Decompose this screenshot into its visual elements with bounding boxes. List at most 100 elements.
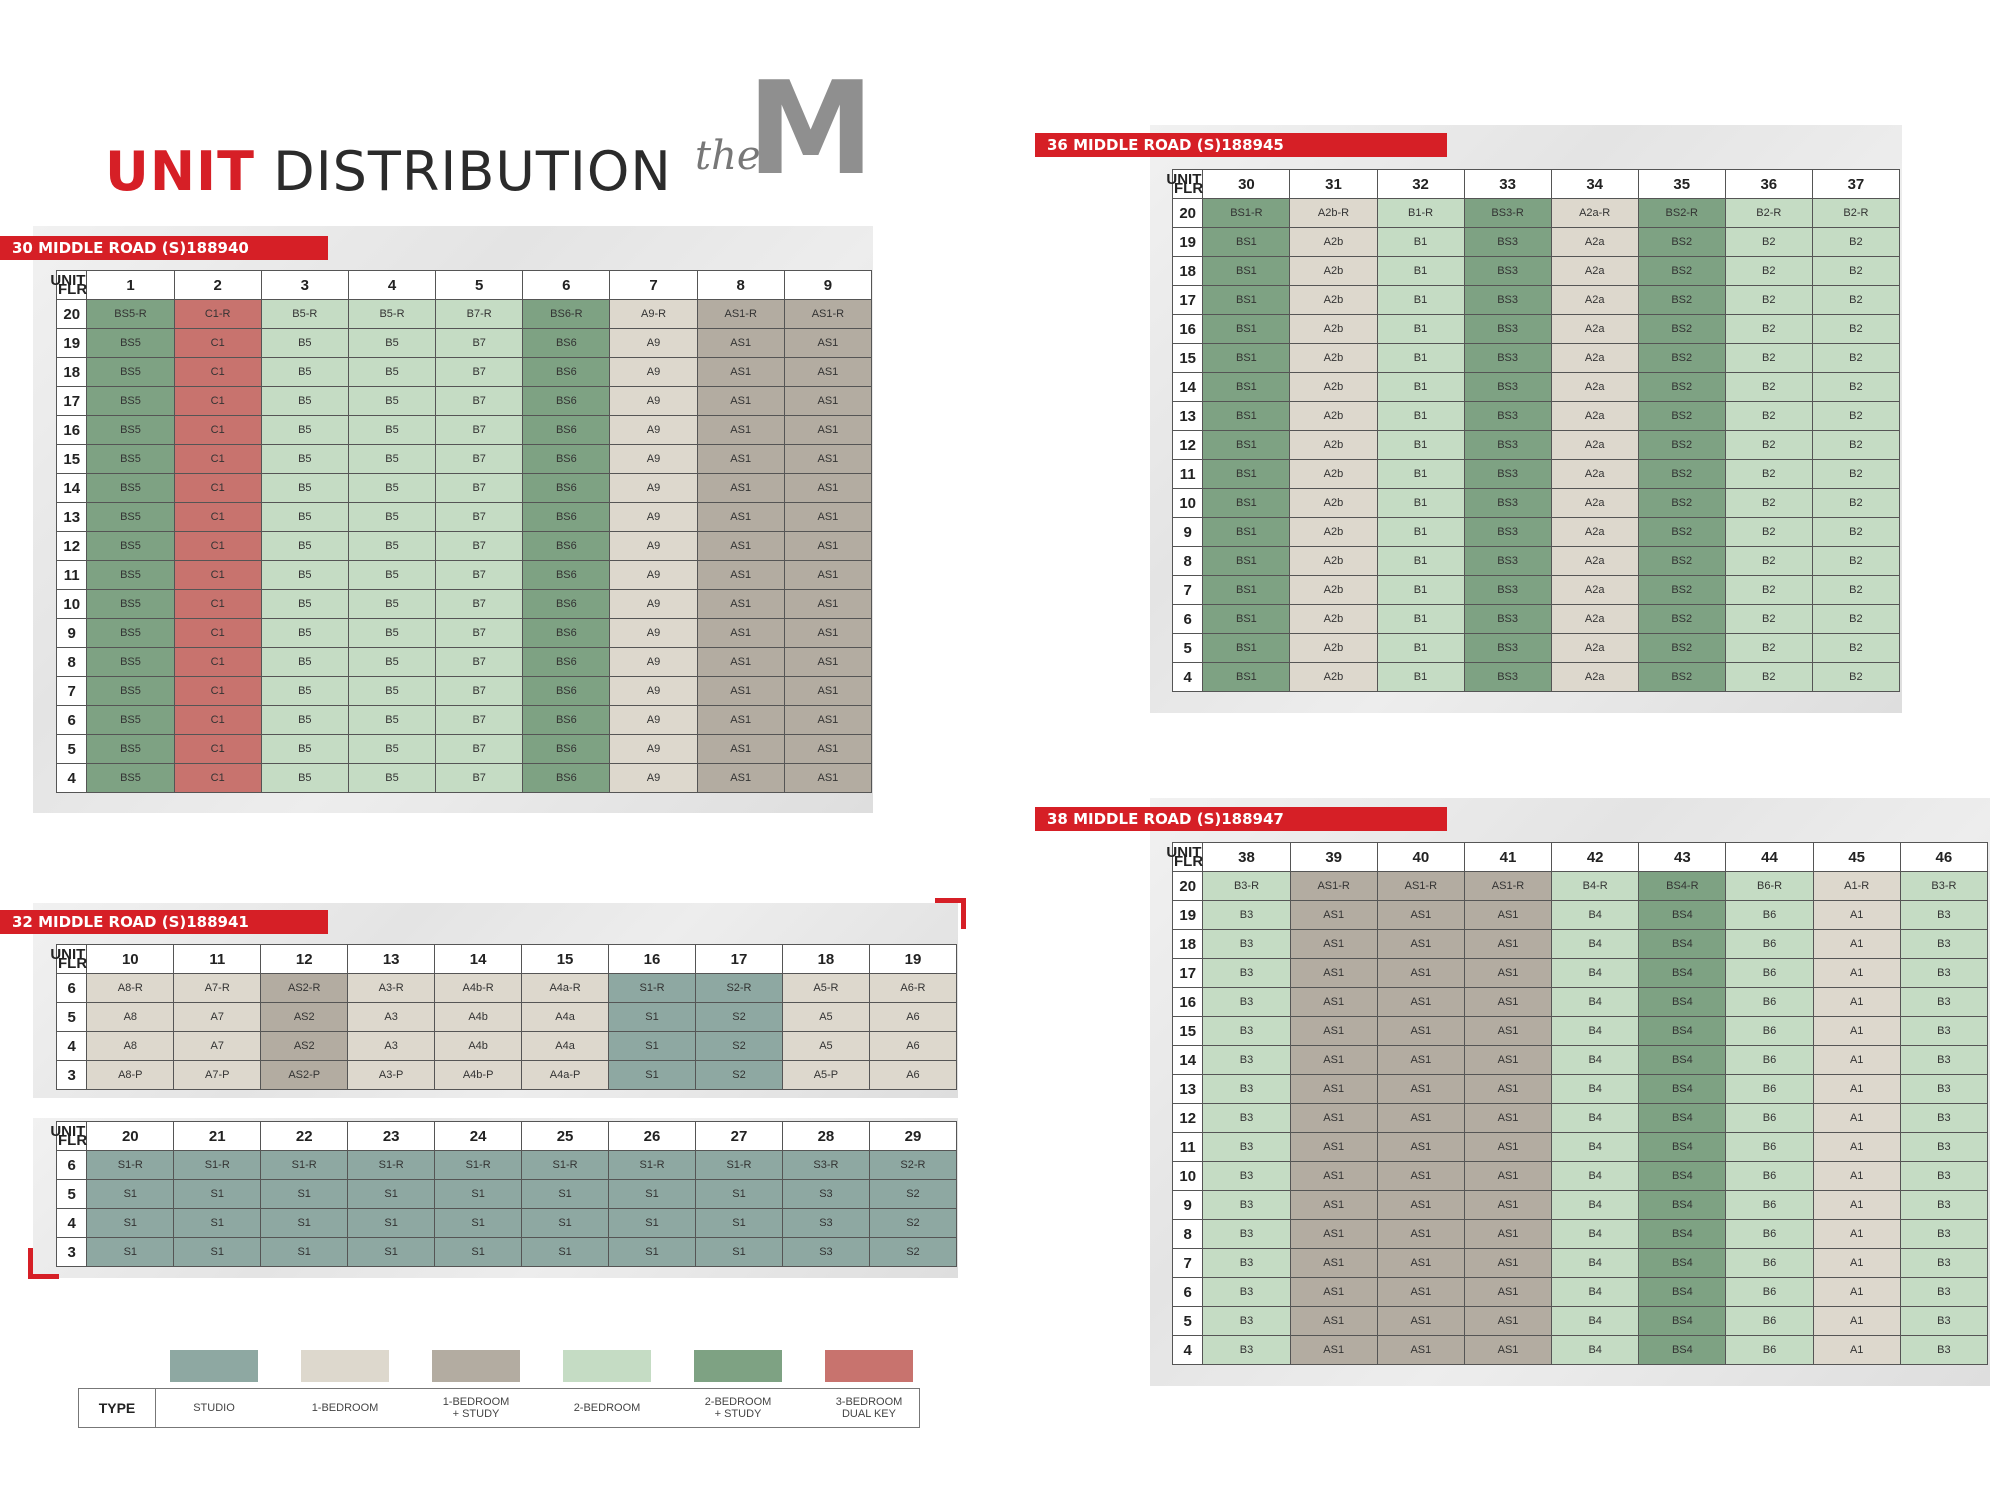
unit-number-header: 40 (1376, 842, 1465, 872)
unit-type-cell: BS1-R (1202, 198, 1291, 228)
unit-type-cell: AS1 (783, 357, 873, 387)
unit-type-cell: B6 (1725, 929, 1814, 959)
floor-row: 11 BS1 A2b B1 BS3 A2a BS2 B2 B2 (1171, 459, 1901, 489)
unit-type-cell: B4 (1551, 1190, 1640, 1220)
unit-type-cell: AS1 (1463, 1074, 1553, 1104)
floor-row: 6 BS5 C1 B5 B5 B7 BS6 A9 AS1 AS1 (55, 705, 873, 735)
unit-table-38-middle-road: UNIT FLR 38 39 40 41 42 43 44 45 46 20 B3-R AS1-R AS1-… (1166, 842, 1989, 1365)
floor-number: 6 (55, 1150, 88, 1180)
unit-type-cell: A7 (173, 1002, 262, 1032)
floor-number: 12 (1171, 430, 1204, 460)
floor-number: 12 (1171, 1103, 1204, 1133)
unit-type-cell: A2a (1550, 459, 1639, 489)
unit-type-cell: B5 (260, 734, 349, 764)
unit-type-cell: A5 (781, 1031, 870, 1061)
floor-row: 14 BS1 A2b B1 BS3 A2a BS2 B2 B2 (1171, 372, 1901, 402)
unit-number-header: 43 (1638, 842, 1727, 872)
floor-row: 8 B3 AS1 AS1 AS1 B4 BS4 B6 A1 B3 (1171, 1219, 1989, 1249)
unit-type-cell: B4 (1551, 1161, 1640, 1191)
unit-type-cell: BS1 (1202, 488, 1291, 518)
unit-type-cell: A1 (1812, 1045, 1901, 1075)
unit-type-cell: BS5 (86, 473, 175, 503)
unit-type-cell: BS3 (1463, 256, 1552, 286)
unit-type-cell: B1 (1376, 546, 1465, 576)
floor-number: 4 (55, 763, 88, 793)
unit-type-cell: AS2-R (260, 973, 349, 1003)
unit-type-cell: BS2 (1637, 604, 1726, 634)
unit-type-cell: AS1 (696, 502, 785, 532)
unit-type-cell: S1 (347, 1179, 436, 1209)
unit-number-header: 5 (435, 270, 524, 300)
unit-type-cell: BS1 (1202, 343, 1291, 373)
unit-type-cell: A4b (434, 1002, 523, 1032)
floor-number: 11 (55, 560, 88, 590)
unit-type-cell: BS3 (1463, 662, 1552, 692)
unit-type-cell: B3 (1899, 958, 1989, 988)
unit-type-cell: B2 (1811, 372, 1901, 402)
floor-number: 18 (1171, 256, 1204, 286)
unit-type-cell: BS1 (1202, 604, 1291, 634)
unit-type-cell: B2 (1724, 662, 1813, 692)
unit-type-cell: AS1 (1376, 1248, 1465, 1278)
unit-type-cell: BS5 (86, 415, 175, 445)
legend-box: TYPE (78, 1388, 920, 1428)
unit-type-cell: BS3 (1463, 488, 1552, 518)
unit-type-cell: A2b (1289, 314, 1378, 344)
unit-type-cell: AS1 (783, 386, 873, 416)
unit-type-cell: B2-R (1724, 198, 1813, 228)
unit-type-cell: B5 (347, 386, 437, 416)
floor-number: 8 (1171, 1219, 1204, 1249)
unit-type-cell: AS1-R (696, 299, 785, 329)
floor-row: 7 BS5 C1 B5 B5 B7 BS6 A9 AS1 AS1 (55, 676, 873, 706)
unit-type-cell: S2 (868, 1179, 958, 1209)
unit-type-cell: A6 (868, 1031, 958, 1061)
floor-number: 19 (1171, 900, 1204, 930)
unit-type-cell: S3 (781, 1179, 870, 1209)
unit-number-header: 13 (347, 944, 436, 974)
floor-number: 12 (55, 531, 88, 561)
unit-type-cell: B7 (435, 357, 524, 387)
unit-type-cell: BS5 (86, 386, 175, 416)
unit-type-cell: B4 (1551, 958, 1640, 988)
unit-type-cell: AS1 (696, 473, 785, 503)
unit-type-cell: S2 (868, 1237, 958, 1267)
unit-type-cell: A1 (1812, 1190, 1901, 1220)
unit-type-cell: AS1 (1463, 1219, 1553, 1249)
floor-row: 4 B3 AS1 AS1 AS1 B4 BS4 B6 A1 B3 (1171, 1335, 1989, 1365)
unit-type-cell: B4-R (1551, 871, 1640, 901)
unit-number-header: 1 (86, 270, 175, 300)
unit-type-cell: B7-R (435, 299, 524, 329)
unit-type-cell: AS1-R (1376, 871, 1465, 901)
unit-type-cell: BS4 (1638, 1306, 1727, 1336)
corner-unit-label: UNIT (1166, 171, 1202, 188)
unit-type-cell: BS4 (1638, 1219, 1727, 1249)
unit-type-cell: B5 (347, 502, 437, 532)
unit-type-cell: BS4 (1638, 1074, 1727, 1104)
unit-type-cell: B5 (347, 473, 437, 503)
unit-type-cell: BS5 (86, 502, 175, 532)
unit-type-cell: BS5 (86, 560, 175, 590)
unit-type-cell: A8 (86, 1002, 175, 1032)
unit-type-cell: AS1-R (1289, 871, 1378, 901)
floor-number: 4 (1171, 1335, 1204, 1365)
unit-type-cell: S1 (608, 1002, 696, 1032)
unit-type-cell: S1-R (608, 973, 696, 1003)
unit-type-cell: S1 (608, 1031, 696, 1061)
unit-type-cell: B4 (1551, 1248, 1640, 1278)
unit-type-cell: A8-P (86, 1060, 175, 1090)
unit-type-cell: BS2 (1637, 372, 1726, 402)
unit-type-cell: B2 (1811, 546, 1901, 576)
unit-type-cell: BS6 (522, 502, 611, 532)
unit-type-cell: C1 (173, 560, 262, 590)
floor-row: 14 B3 AS1 AS1 AS1 B4 BS4 B6 A1 B3 (1171, 1045, 1989, 1075)
unit-type-cell: B5 (347, 589, 437, 619)
unit-type-cell: BS3 (1463, 401, 1552, 431)
unit-type-cell: B4 (1551, 1219, 1640, 1249)
unit-type-cell: AS1-R (1463, 871, 1553, 901)
unit-type-cell: C1 (173, 415, 262, 445)
floor-number: 4 (1171, 662, 1204, 692)
unit-type-cell: AS1 (1463, 987, 1553, 1017)
unit-table-30-middle-road: UNIT FLR 1 2 3 4 5 6 7 8 9 20 BS5-R C1-R B5-R B5-R B7-R B… (50, 270, 873, 793)
unit-number-header: 6 (522, 270, 611, 300)
unit-number-header: 27 (695, 1121, 783, 1151)
